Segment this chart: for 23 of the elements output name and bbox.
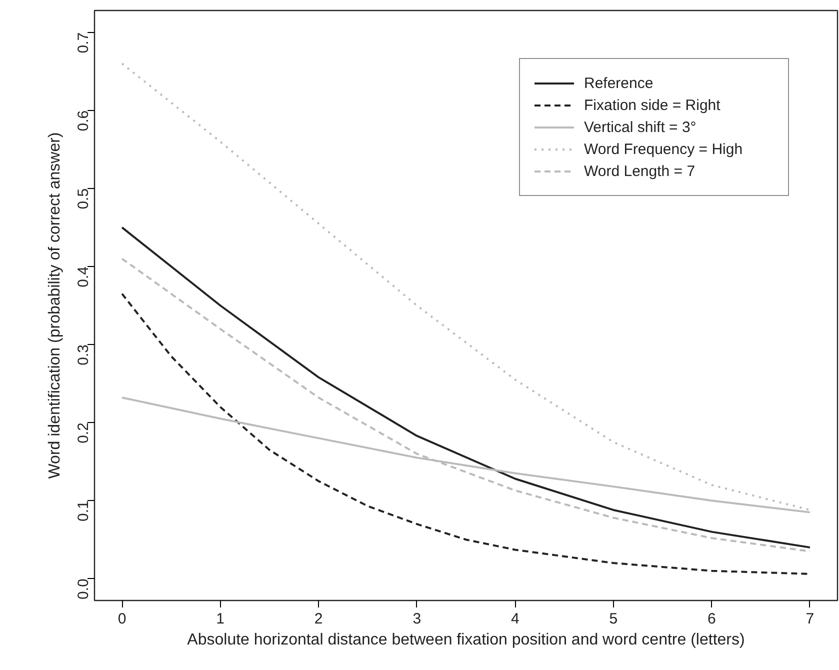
x-axis-title: Absolute horizontal distance between fixation position and word centre (letters) — [187, 632, 745, 648]
x-tick-label: 1 — [216, 610, 224, 628]
y-tick-label: 0.7 — [75, 32, 92, 54]
y-tick-label: 0.6 — [75, 110, 92, 132]
y-tick-label: 0.1 — [75, 500, 92, 522]
legend-label: Vertical shift = 3° — [584, 118, 698, 136]
y-tick-label: 0.4 — [75, 266, 92, 288]
y-tick-label: 0.5 — [75, 188, 92, 210]
y-tick-label: 0.2 — [75, 422, 92, 444]
x-tick-label: 4 — [510, 610, 520, 628]
legend-label: Reference — [584, 74, 654, 92]
x-tick-label: 5 — [609, 610, 618, 628]
x-tick-label: 6 — [708, 610, 716, 628]
legend-label: Word Length = 7 — [584, 162, 696, 180]
x-tick-label: 3 — [412, 610, 422, 628]
x-tick-label: 0 — [118, 610, 126, 628]
y-tick-label: 0.0 — [75, 578, 92, 600]
legend-label: Word Frequency = High — [584, 140, 744, 158]
y-axis-title: Word identification (probability of correct answer) — [46, 132, 64, 479]
y-tick-label: 0.3 — [75, 344, 92, 366]
legend-label: Fixation side = Right — [584, 96, 722, 114]
x-tick-label: 2 — [314, 610, 323, 628]
x-tick-label: 7 — [806, 610, 814, 628]
